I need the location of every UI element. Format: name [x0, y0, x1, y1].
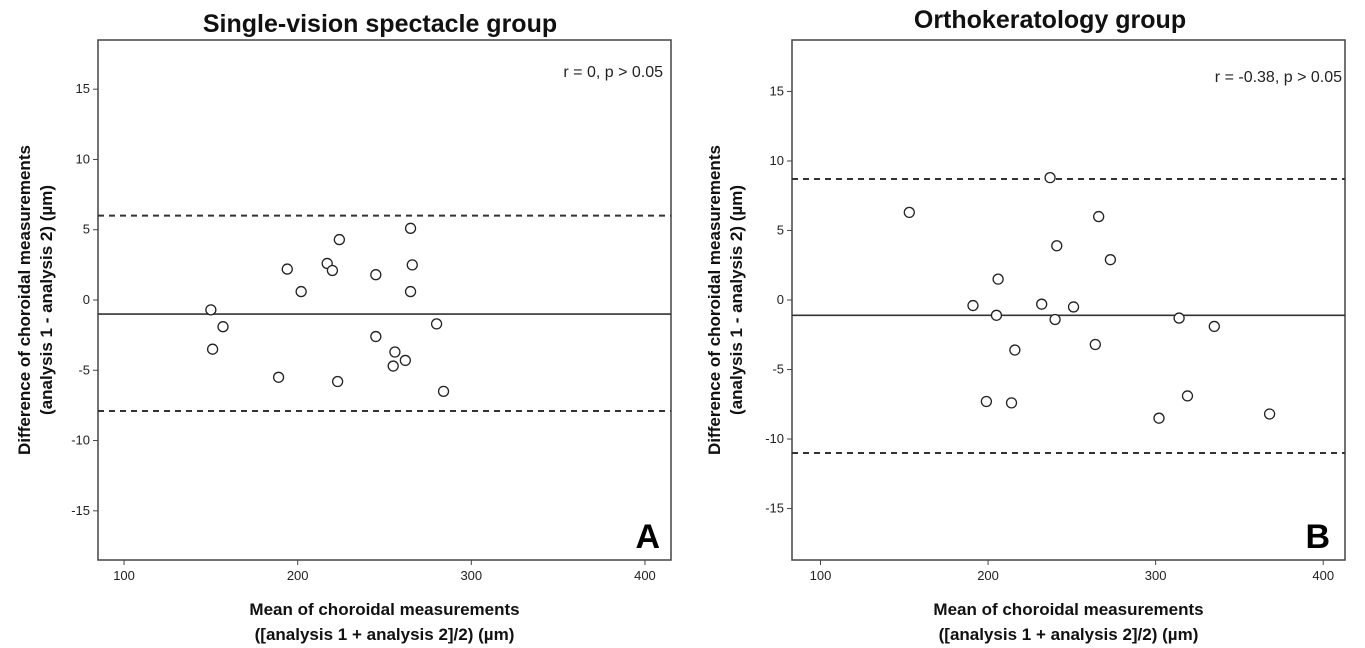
chart-a-data-point [387, 360, 399, 372]
chart-b-data-point [990, 309, 1003, 321]
chart-a-data-point [370, 330, 382, 343]
chart-b-data-point [903, 206, 915, 219]
chart-b-y-tick-label: 5 [777, 222, 784, 237]
chart-a-data-point [389, 346, 401, 358]
chart-b-x-tick-label: 300 [1145, 568, 1167, 583]
chart-a-y-tick-label: -15 [71, 503, 90, 518]
chart-a-data-point [430, 318, 443, 330]
chart-b-data-point [1181, 390, 1194, 402]
chart-a-y-tick-label: 0 [83, 292, 90, 307]
chart-a-x-axis-label-line1: Mean of choroidal measurements [249, 600, 519, 619]
chart-b-data-point [1263, 408, 1276, 420]
chart-b-plot-frame [791, 39, 1346, 561]
chart-a-data-point [333, 233, 346, 246]
chart-b-data-point [1009, 344, 1021, 356]
chart-b-svg: -15 -10 -5 0 5 10 15 100 200 300 400 Orthokeratolog… [705, 6, 1346, 644]
chart-a-x-tick-label: 300 [460, 568, 482, 583]
chart-b-data-point [980, 395, 993, 408]
chart-b-x-axis-label-line2: ([analysis 1 + analysis 2]/2) (µm) [939, 625, 1199, 644]
chart-b-data-point [1044, 171, 1056, 184]
chart-a-data-point [217, 321, 229, 333]
chart-b-data-point [1093, 210, 1105, 223]
chart-b-panel-letter: B [1305, 518, 1330, 556]
chart-b-correlation-annotation: r = -0.38, p > 0.05 [1215, 69, 1342, 86]
chart-b-data-point [1153, 412, 1165, 424]
chart-b-y-axis-label-line1: Difference of choroidal measurements [705, 145, 724, 455]
chart-a-data-point [404, 285, 417, 298]
chart-b-data-point [1104, 254, 1117, 266]
chart-a-data-point [326, 264, 339, 277]
chart-a-data-point [437, 385, 450, 398]
chart-b-data-point [1089, 338, 1101, 351]
chart-a-y-axis-label-line1: Difference of choroidal measurements [15, 145, 34, 455]
chart-panel-a: -15 -10 -5 0 5 10 15 100 200 300 400 Single-vision … [15, 10, 672, 644]
chart-b-x-tick-label: 400 [1312, 568, 1334, 583]
chart-b-y-tick-label: -10 [765, 431, 784, 446]
chart-a-data-point [206, 343, 219, 355]
chart-a-data-point [406, 259, 418, 271]
chart-a-data-point [272, 371, 285, 383]
chart-b-data-point [967, 299, 979, 312]
chart-a-data-point [404, 222, 417, 234]
chart-b-title: Orthokeratology group [914, 6, 1186, 34]
chart-b-data-point [1049, 313, 1061, 326]
chart-a-y-tick-label: 15 [76, 81, 90, 96]
chart-a-data-point [331, 375, 344, 388]
chart-a-svg: -15 -10 -5 0 5 10 15 100 200 300 400 Single-vision … [15, 10, 672, 644]
chart-b-data-point [1173, 312, 1185, 324]
chart-a-x-tick-label: 200 [287, 568, 309, 583]
chart-a-x-tick-label: 100 [113, 568, 135, 583]
chart-b-y-tick-label: -5 [772, 362, 784, 377]
chart-b-y-tick-label: 10 [770, 153, 784, 168]
chart-a-y-tick-label: -10 [71, 433, 90, 448]
chart-panel-b: -15 -10 -5 0 5 10 15 100 200 300 400 Orthokeratolog… [690, 0, 1365, 648]
chart-b-y-tick-label: -15 [765, 501, 784, 516]
chart-b-data-point [1051, 240, 1063, 252]
chart-a-panel-letter: A [635, 518, 660, 556]
chart-b-data-point [992, 273, 1004, 285]
chart-a-data-point [370, 269, 382, 281]
chart-a-y-tick-label: -5 [78, 362, 90, 377]
chart-a-data-point [205, 304, 217, 316]
chart-b-y-tick-label: 0 [777, 292, 784, 307]
chart-a-title: Single-vision spectacle group [203, 10, 557, 38]
chart-a-plot-frame [97, 39, 672, 561]
chart-a-y-tick-label: 5 [83, 222, 90, 237]
chart-a-x-axis-label-line2: ([analysis 1 + analysis 2]/2) (µm) [255, 625, 515, 644]
chart-a-y-tick-label: 10 [76, 151, 90, 166]
chart-b-x-tick-label: 100 [810, 568, 832, 583]
chart-b-data-point [1005, 397, 1018, 409]
chart-b-data-point [1067, 301, 1080, 313]
chart-b-y-tick-label: 15 [770, 83, 784, 98]
chart-a-data-point [281, 263, 293, 275]
chart-b-data-point [1208, 320, 1220, 333]
chart-a-data-point [399, 354, 411, 367]
chart-a-y-axis-label-line2: (analysis 1 - analysis 2) (µm) [37, 185, 56, 415]
chart-b-x-axis-label-line1: Mean of choroidal measurements [933, 600, 1203, 619]
chart-a-data-point [295, 285, 307, 298]
chart-b-data-point [1036, 298, 1048, 310]
chart-b-y-axis-label-line2: (analysis 1 - analysis 2) (µm) [727, 185, 746, 415]
chart-a-x-tick-label: 400 [634, 568, 656, 583]
chart-a-correlation-annotation: r = 0, p > 0.05 [563, 64, 663, 81]
chart-b-x-tick-label: 200 [977, 568, 999, 583]
